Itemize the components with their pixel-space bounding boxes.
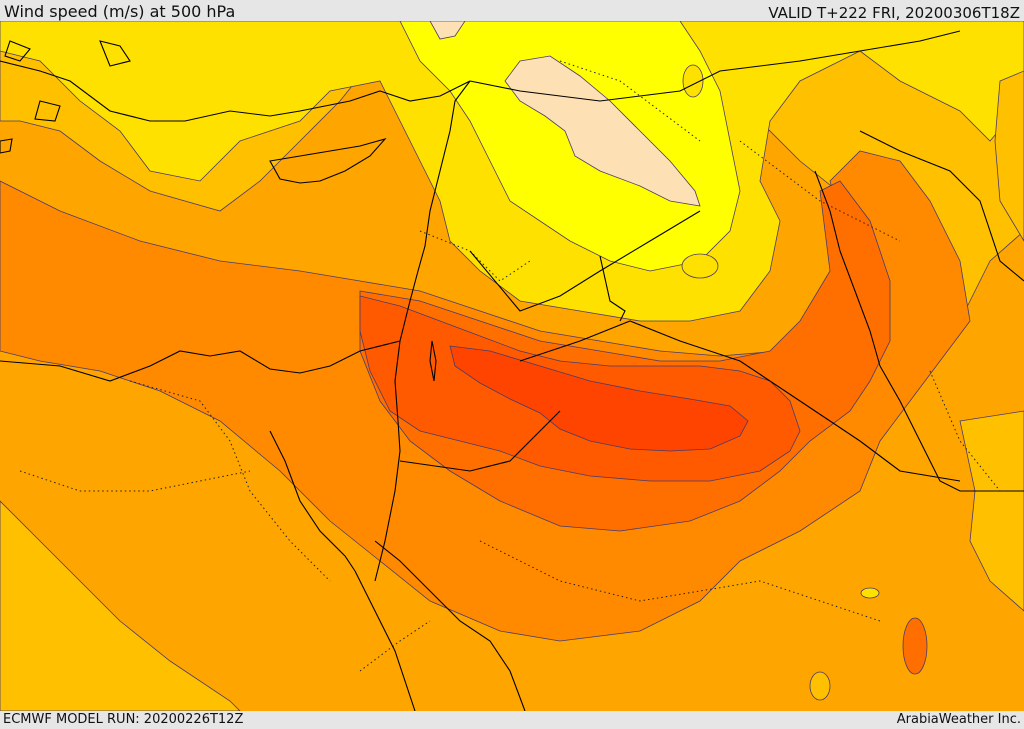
band-gold-cell xyxy=(681,253,719,279)
provider-label: ArabiaWeather Inc. xyxy=(896,712,1021,727)
wind-speed-map xyxy=(0,21,1024,711)
map-title: Wind speed (m/s) at 500 hPa xyxy=(4,2,236,21)
band-core-jet xyxy=(449,345,749,452)
band-amber-cell-2 xyxy=(860,587,880,599)
header-bar: Wind speed (m/s) at 500 hPa VALID T+222 … xyxy=(0,0,1024,22)
footer-bar: ECMWF MODEL RUN: 20200226T12Z ArabiaWeat… xyxy=(0,711,1024,729)
band-orange-cell xyxy=(902,617,928,675)
coastlines xyxy=(0,30,1024,711)
band-amber-south xyxy=(0,500,241,711)
band-lightest-north xyxy=(504,55,701,207)
model-run-label: ECMWF MODEL RUN: 20200226T12Z xyxy=(3,712,244,727)
band-gold-cell-2 xyxy=(682,64,704,98)
band-amber-east xyxy=(994,70,1024,242)
band-lightest-north-2 xyxy=(429,21,466,40)
band-amber-cell xyxy=(809,671,831,701)
valid-time-label: VALID T+222 FRI, 20200306T18Z xyxy=(768,4,1020,22)
country-borders xyxy=(19,60,1001,672)
